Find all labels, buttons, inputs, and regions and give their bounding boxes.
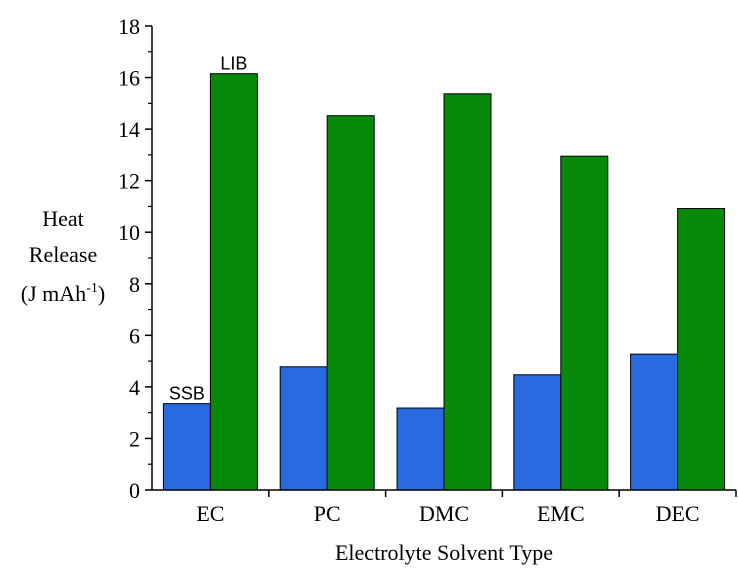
x-tick-label: EC	[196, 501, 224, 526]
x-ticks: EC PC DMC EMC DEC	[196, 490, 737, 526]
y-tick-label: 12	[118, 169, 140, 194]
y-tick-label: 10	[118, 220, 140, 245]
bar-ssb-pc	[279, 366, 328, 491]
bar-ssb-dmc	[396, 407, 445, 491]
bar-ssb-dec	[630, 353, 679, 491]
y-tick-label: 4	[129, 375, 140, 400]
series-label-lib: LIB	[220, 54, 247, 74]
bars-layer	[162, 73, 726, 491]
bar-lib-dmc	[443, 93, 492, 491]
y-axis-title-line-1: Heat	[42, 206, 84, 231]
y-axis-title-unit: (J mAh	[21, 281, 86, 306]
y-axis-title-line-3: (J mAh-1)	[21, 281, 105, 306]
y-tick-label: 18	[118, 14, 140, 39]
bar-lib-emc	[560, 155, 609, 491]
bar-lib-dec	[677, 208, 726, 491]
y-axis-title: Heat Release (J mAh-1)	[21, 206, 105, 306]
x-tick-label: DEC	[656, 501, 700, 526]
series-label-ssb: SSB	[169, 384, 205, 404]
bar-ssb-emc	[513, 374, 562, 491]
y-tick-label: 6	[129, 323, 140, 348]
x-tick-label: DMC	[419, 501, 469, 526]
y-tick-label: 8	[129, 272, 140, 297]
y-axis-title-exponent: -1	[86, 281, 98, 296]
y-tick-label: 16	[118, 66, 140, 91]
y-axis-title-line-2: Release	[29, 242, 97, 267]
bar-lib-pc	[326, 115, 375, 491]
bar-ssb-ec	[162, 403, 211, 491]
x-axis-title: Electrolyte Solvent Type	[335, 540, 553, 565]
y-axis-title-close: )	[98, 281, 105, 306]
x-tick-label: EMC	[537, 501, 585, 526]
y-tick-label: 0	[129, 478, 140, 503]
y-tick-label: 2	[129, 426, 140, 451]
y-tick-label: 14	[118, 117, 140, 142]
y-ticks: 0 2 4 6 8 10 12 14 16 18	[118, 14, 152, 503]
bar-lib-ec	[209, 73, 258, 491]
x-tick-label: PC	[314, 501, 341, 526]
